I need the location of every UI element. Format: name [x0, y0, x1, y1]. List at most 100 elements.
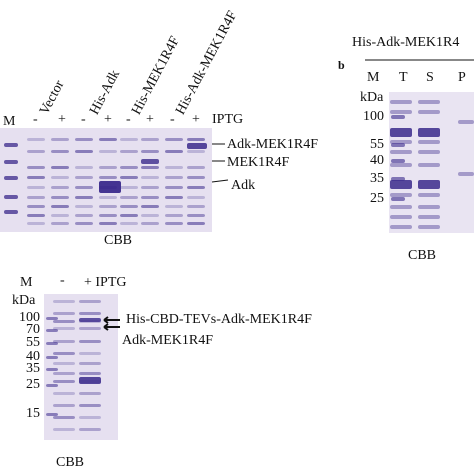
marker-label: 25 [26, 377, 40, 392]
gel-band [53, 340, 75, 343]
gel-band [27, 166, 45, 169]
arrow [103, 316, 120, 324]
gel-band [46, 384, 58, 387]
gel-band [120, 176, 138, 179]
gel-band [75, 176, 93, 179]
gel-band [75, 150, 93, 153]
gel-band [390, 110, 412, 114]
gel-band [99, 176, 117, 179]
gel-band [165, 214, 183, 217]
gel-band [120, 205, 138, 208]
gel-band [141, 138, 159, 141]
gel-band [75, 205, 93, 208]
marker-label: 40 [26, 349, 40, 364]
gel-band [79, 327, 101, 330]
gel-band [53, 380, 75, 383]
gel-band [4, 143, 18, 147]
gel-band [390, 225, 412, 229]
gel-band [27, 222, 45, 225]
gel-band [120, 138, 138, 141]
gel-band [165, 222, 183, 225]
gel-band [141, 222, 159, 225]
gel-band [79, 416, 101, 419]
arrow [103, 323, 120, 331]
gel-band [418, 215, 440, 219]
gel-band [53, 312, 75, 315]
gel-band [418, 110, 440, 114]
band-label: His-CBD-TEVs-Adk-MEK1R4F [126, 312, 312, 327]
gel-band [99, 222, 117, 225]
band-label: Adk-MEK1R4F [227, 137, 318, 152]
gel-band [187, 186, 205, 189]
marker-label: 35 [26, 361, 40, 376]
gel-band [99, 196, 117, 199]
marker-label: 100 [19, 310, 40, 325]
gel-band [46, 329, 58, 332]
gel-band [79, 404, 101, 407]
gel-band [165, 138, 183, 141]
lane-label: M [3, 114, 16, 129]
gel-band [418, 150, 440, 154]
gel-band [53, 327, 75, 330]
gel-band [46, 317, 58, 320]
gel-band [418, 193, 440, 197]
gel-band [27, 196, 45, 199]
gel-band [165, 176, 183, 179]
gel-band [4, 160, 18, 164]
marker-label: 55 [370, 137, 384, 152]
gel-band [79, 392, 101, 395]
gel-band [79, 362, 101, 365]
gel-band [187, 176, 205, 179]
gel-band [79, 372, 101, 375]
gel-band [27, 138, 45, 141]
gel-band [418, 128, 440, 137]
gel-band [418, 180, 440, 189]
gel-band [51, 205, 69, 208]
gel-band [187, 196, 205, 199]
gel-band [53, 300, 75, 303]
gel-band [418, 225, 440, 229]
gel-band [141, 166, 159, 169]
gel-band [390, 180, 412, 189]
gel-band [187, 143, 207, 149]
gel-band [27, 150, 45, 153]
gel-band [120, 150, 138, 153]
gel-band [51, 222, 69, 225]
gel-band [99, 166, 117, 169]
inducer: + IPTG [84, 275, 127, 290]
gel-band [120, 186, 138, 189]
gel-band [120, 166, 138, 169]
bands [4, 100, 474, 431]
gel-band [418, 100, 440, 104]
gel-band [165, 166, 183, 169]
gel-band [390, 193, 412, 197]
gel-band [390, 140, 412, 144]
sign: - [33, 112, 38, 127]
gel-band [27, 205, 45, 208]
gel-band [46, 356, 58, 359]
gel-band [51, 138, 69, 141]
gel-band [187, 138, 205, 141]
gel-band [27, 186, 45, 189]
gel-band [458, 120, 474, 124]
gel-band [53, 362, 75, 365]
band-label: Adk [231, 178, 255, 193]
gel-band [46, 413, 58, 416]
gel-band [141, 150, 159, 153]
gel-band [391, 159, 405, 163]
inducer: IPTG [212, 112, 243, 127]
gel-band [51, 196, 69, 199]
sign: - [170, 112, 175, 127]
gel-band [75, 138, 93, 141]
gel-band [165, 205, 183, 208]
unit: kDa [360, 90, 384, 105]
sample-label: His-Adk [87, 68, 123, 118]
gel-band [458, 172, 474, 176]
gel-band [390, 128, 412, 137]
gel-band [53, 320, 75, 323]
gel-band [187, 214, 205, 217]
gel-band [4, 176, 18, 180]
gel-band [53, 428, 75, 431]
